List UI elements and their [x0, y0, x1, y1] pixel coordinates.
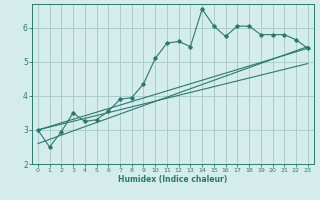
X-axis label: Humidex (Indice chaleur): Humidex (Indice chaleur) — [118, 175, 228, 184]
